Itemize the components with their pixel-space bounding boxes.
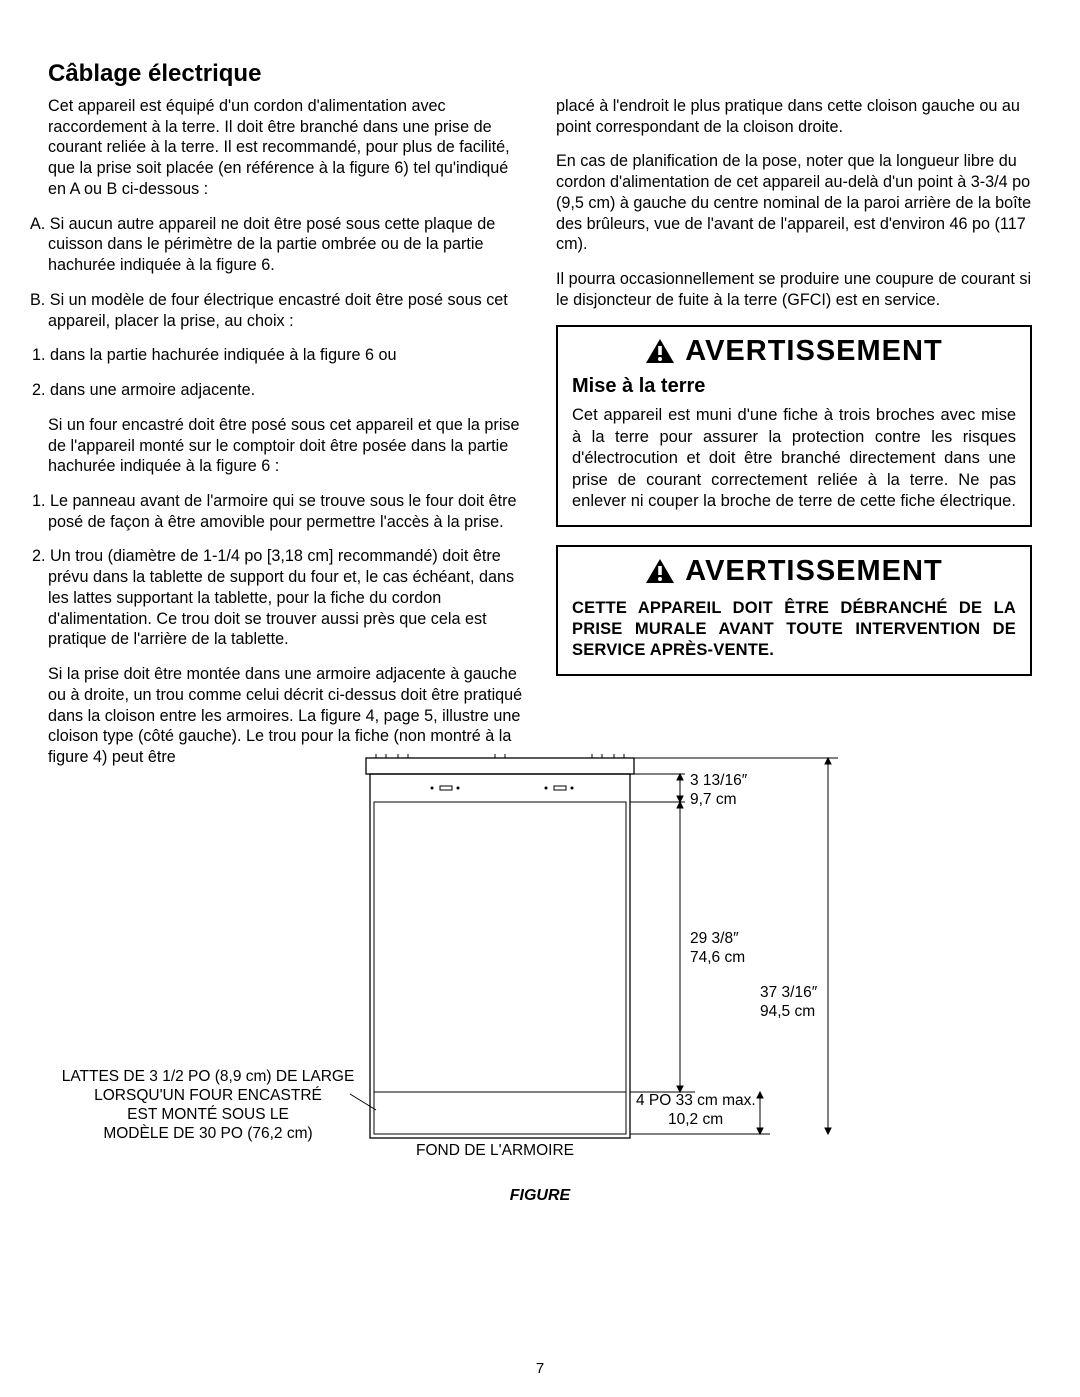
dimension-label: 29 3/8″ 74,6 cm — [690, 930, 745, 968]
note-line: EST MONTÉ SOUS LE — [127, 1106, 289, 1123]
warning-icon — [645, 558, 675, 584]
warning-icon — [645, 338, 675, 364]
two-column-layout: Cet appareil est équipé d'un cordon d'al… — [48, 96, 1032, 782]
page-number: 7 — [0, 1360, 1080, 1377]
paragraph: En cas de planification de la pose, note… — [556, 151, 1032, 255]
dim-value: 29 3/8″ — [690, 930, 739, 947]
note-line: LATTES DE 3 1/2 PO (8,9 cm) DE LARGE — [62, 1068, 355, 1085]
list-subitem: 1. dans la partie hachurée indiquée à la… — [48, 345, 524, 366]
warning-header: AVERTISSEMENT — [572, 333, 1016, 370]
dim-value: 3 13/16″ — [690, 772, 747, 789]
dim-value: 4 PO 33 cm max. — [636, 1092, 756, 1109]
list-item-1: 1. Le panneau avant de l'armoire qui se … — [48, 491, 524, 532]
dim-value: 74,6 cm — [690, 949, 745, 966]
dim-value: 10,2 cm — [668, 1111, 723, 1128]
note-line: MODÈLE DE 30 PO (76,2 cm) — [103, 1125, 312, 1142]
warning-title: AVERTISSEMENT — [685, 333, 942, 370]
right-column: placé à l'endroit le plus pratique dans … — [556, 96, 1032, 782]
figure-6: 3 13/16″ 9,7 cm 29 3/8″ 74,6 cm 37 3/16″… — [0, 754, 1080, 1234]
dimension-label: 37 3/16″ 94,5 cm — [760, 984, 817, 1022]
figure-caption: FIGURE — [0, 1187, 1080, 1205]
note-line: LORSQU'UN FOUR ENCASTRÉ — [94, 1087, 322, 1104]
list-subitem: 2. dans une armoire adjacente. — [48, 380, 524, 401]
paragraph: Si un four encastré doit être posé sous … — [48, 415, 524, 477]
list-item-2: 2. Un trou (diamètre de 1-1/4 po [3,18 c… — [48, 546, 524, 650]
warning-box-unplug: AVERTISSEMENT CETTE APPAREIL DOIT ÊTRE D… — [556, 545, 1032, 676]
paragraph: Il pourra occasionnellement se produire … — [556, 269, 1032, 310]
figure-left-note: LATTES DE 3 1/2 PO (8,9 cm) DE LARGE LOR… — [58, 1068, 358, 1144]
paragraph: Si la prise doit être montée dans une ar… — [48, 664, 524, 768]
dim-value: 37 3/16″ — [760, 984, 817, 1001]
paragraph: Cet appareil est équipé d'un cordon d'al… — [48, 96, 524, 200]
dim-value: 94,5 cm — [760, 1003, 815, 1020]
left-column: Cet appareil est équipé d'un cordon d'al… — [48, 96, 524, 782]
dimension-label: 4 PO 33 cm max. 10,2 cm — [636, 1092, 756, 1130]
warning-body: Cet appareil est muni d'une fiche à troi… — [572, 405, 1016, 512]
section-heading: Câblage électrique — [48, 60, 1032, 88]
warning-subtitle: Mise à la terre — [572, 374, 1016, 400]
dimension-label: 3 13/16″ 9,7 cm — [690, 772, 747, 810]
document-page: Câblage électrique Cet appareil est équi… — [0, 0, 1080, 1397]
list-item-b: B. Si un modèle de four électrique encas… — [48, 290, 524, 331]
warning-header: AVERTISSEMENT — [572, 553, 1016, 590]
dim-value: 9,7 cm — [690, 791, 737, 808]
warning-box-grounding: AVERTISSEMENT Mise à la terre Cet appare… — [556, 325, 1032, 527]
warning-title: AVERTISSEMENT — [685, 553, 942, 590]
paragraph: placé à l'endroit le plus pratique dans … — [556, 96, 1032, 137]
figure-bottom-label: FOND DE L'ARMOIRE — [416, 1142, 574, 1161]
warning-body: CETTE APPAREIL DOIT ÊTRE DÉBRANCHÉ DE LA… — [572, 598, 1016, 662]
list-item-a: A. Si aucun autre appareil ne doit être … — [48, 214, 524, 276]
